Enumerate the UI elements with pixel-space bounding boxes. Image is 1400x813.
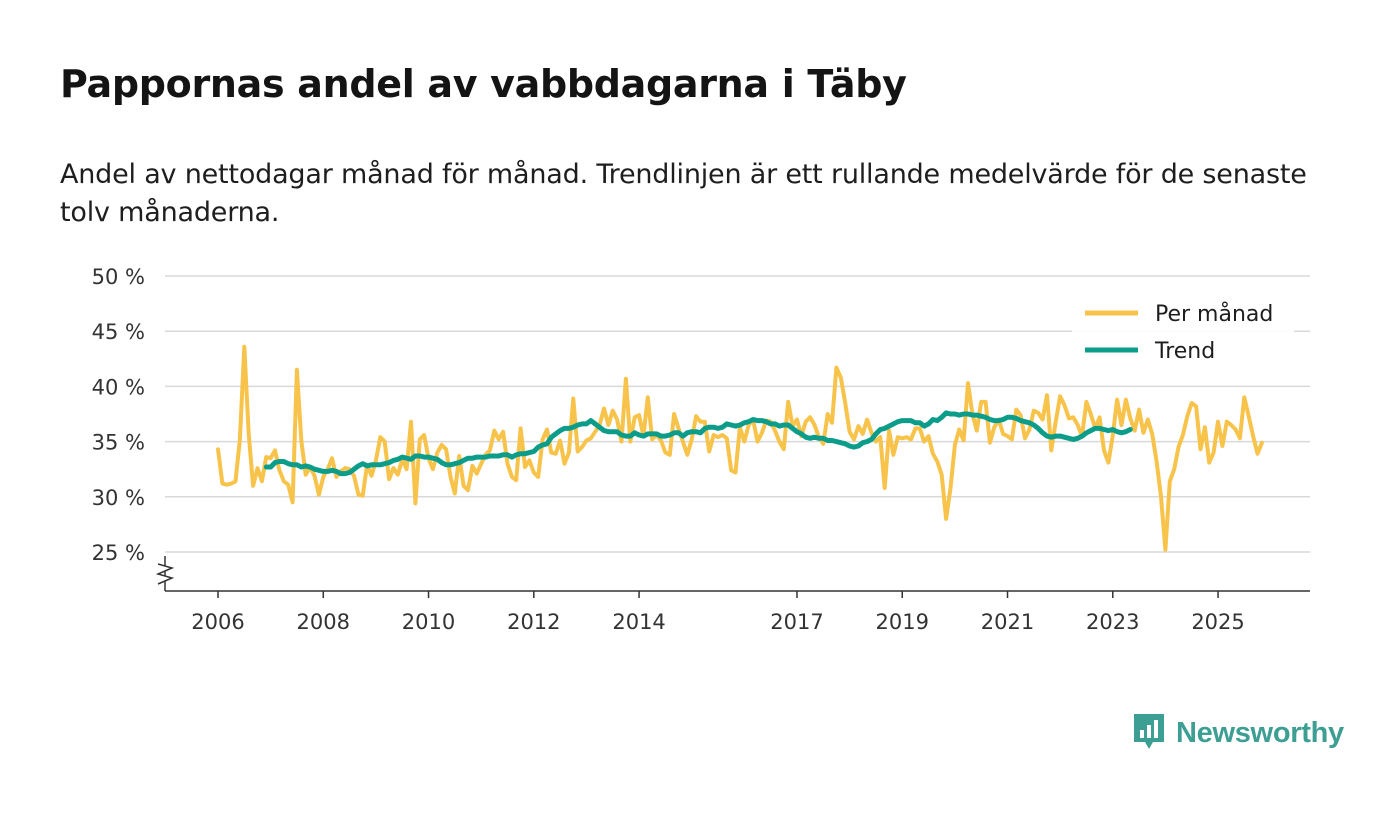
y-axis: 25 % 30 % 35 % 40 % 45 % 50 % bbox=[92, 265, 145, 565]
x-ticks: 2006 2008 2010 2012 2014 2017 2019 2021 2023 2025 bbox=[191, 591, 1245, 634]
x-tick-label: 2010 bbox=[402, 610, 455, 634]
legend: Per månad Trend bbox=[1072, 292, 1294, 374]
brand-logo: Newsworthy bbox=[1132, 712, 1344, 754]
series-line-per-manad bbox=[216, 344, 1264, 552]
newsworthy-logo-icon bbox=[1134, 714, 1164, 749]
x-tick-label: 2008 bbox=[297, 610, 350, 634]
legend-background bbox=[1072, 292, 1294, 374]
x-axis bbox=[155, 556, 1310, 592]
x-tick-label: 2006 bbox=[191, 610, 244, 634]
legend-label-trend: Trend bbox=[1154, 339, 1215, 364]
y-tick-label: 45 % bbox=[92, 320, 145, 344]
chart-title: Pappornas andel av vabbdagarna i Täby bbox=[60, 62, 907, 106]
series-lines bbox=[216, 344, 1264, 552]
y-tick-label: 40 % bbox=[92, 375, 145, 399]
series-line-trend bbox=[263, 410, 1133, 477]
y-tick-label: 30 % bbox=[92, 486, 145, 510]
y-tick-label: 50 % bbox=[92, 265, 145, 289]
x-tick-label: 2019 bbox=[876, 610, 929, 634]
x-tick-label: 2025 bbox=[1191, 610, 1244, 634]
axis-break-icon bbox=[155, 563, 175, 585]
legend-label-per-manad: Per månad bbox=[1155, 301, 1273, 327]
x-tick-label: 2014 bbox=[612, 610, 665, 634]
brand-name: Newsworthy bbox=[1176, 716, 1344, 749]
y-tick-label: 35 % bbox=[92, 431, 145, 455]
x-tick-label: 2017 bbox=[770, 610, 823, 634]
x-tick-label: 2021 bbox=[981, 610, 1034, 634]
x-tick-label: 2023 bbox=[1086, 610, 1139, 634]
y-tick-label: 25 % bbox=[92, 541, 145, 565]
chart-subtitle: Andel av nettodagar månad för månad. Tre… bbox=[60, 159, 1307, 228]
x-tick-label: 2012 bbox=[507, 610, 560, 634]
